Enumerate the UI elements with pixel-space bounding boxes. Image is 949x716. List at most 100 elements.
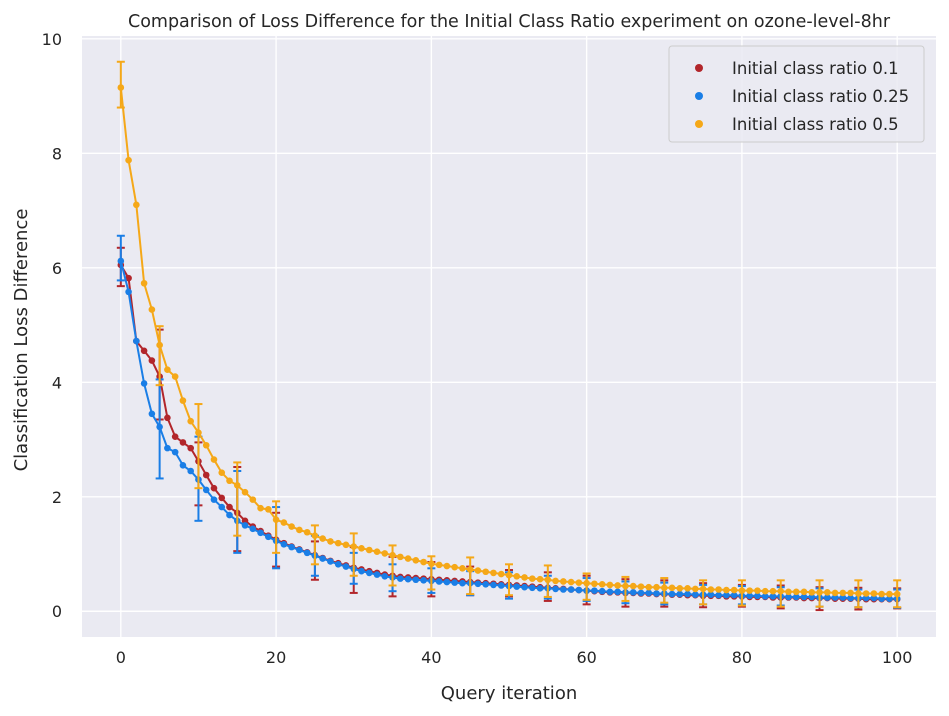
error-bar [155,325,164,387]
error-bar [349,532,358,577]
data-point [451,579,458,586]
data-point [280,519,288,526]
tick-labels: 0 20 40 60 80 100 0 2 4 6 8 10 [42,30,913,667]
data-point [490,569,497,577]
data-point [226,503,233,511]
data-point [303,549,311,557]
data-point [412,557,420,564]
data-point [754,587,761,594]
data-point [334,539,342,547]
legend-label: Initial class ratio 0.25 [732,87,909,106]
data-point [311,532,319,539]
data-point [552,577,559,585]
data-point [412,576,420,584]
data-point [350,543,358,550]
data-point [629,582,637,590]
data-point [746,592,753,600]
data-point [792,588,800,596]
data-point [397,553,404,561]
data-point [428,560,435,568]
data-point [327,558,334,565]
data-point [140,347,148,355]
y-tick-label: 4 [52,373,62,392]
data-point [218,469,226,477]
data-point [660,584,668,592]
data-point [893,590,901,598]
data-point [513,573,521,580]
data-point [552,585,559,593]
data-point [226,477,233,485]
data-point [210,456,218,463]
x-tick-label: 20 [266,648,286,667]
data-point [715,591,722,599]
data-point [746,587,753,594]
y-tick-label: 2 [52,488,62,507]
data-point [521,574,528,581]
x-tick-label: 0 [116,648,126,667]
legend-label: Initial class ratio 0.1 [732,59,899,78]
legend-box [668,45,925,143]
data-point [637,589,645,597]
error-bar [194,403,203,490]
data-point [226,511,233,519]
data-point [862,594,870,602]
data-point [606,581,614,589]
data-point [699,585,707,593]
data-point [125,288,132,296]
y-axis-label: Classification Loss Difference [11,209,32,472]
data-point [808,593,816,601]
data-point [490,581,497,589]
data-point [528,584,536,592]
data-point [583,579,590,587]
data-point [544,576,552,584]
data-point [591,587,598,594]
data-point [684,585,691,592]
data-point [707,591,715,598]
data-point [133,337,140,345]
data-point [257,504,264,512]
data-point [303,528,311,536]
data-point [342,563,350,570]
data-point [140,279,148,287]
error-bar [505,563,513,597]
data-point [497,570,505,578]
data-point [730,586,738,594]
data-point [769,587,777,595]
data-point [521,583,528,591]
data-point [327,538,334,545]
data-point [800,593,808,601]
data-point [249,525,257,533]
data-point [591,580,598,588]
data-point [397,575,404,582]
data-point [435,578,443,585]
chart-title: Comparison of Loss Difference for the In… [128,12,891,32]
data-point [179,439,187,446]
data-point [715,586,722,593]
y-tick-label: 10 [42,30,62,49]
data-point [878,590,885,598]
data-point [676,585,684,592]
data-point [296,546,303,554]
data-point [233,482,241,489]
data-point [707,586,715,593]
data-point [785,588,792,596]
data-point [195,429,202,436]
data-point [645,589,653,597]
data-point [280,540,288,548]
data-point [381,573,389,580]
data-point [179,461,187,469]
data-point [800,588,808,596]
data-point [272,516,280,523]
legend-marker [695,64,703,72]
data-point [164,366,171,373]
data-point [505,571,513,579]
data-point [769,593,777,600]
data-point [451,563,458,571]
data-point [373,548,381,556]
data-point [878,595,885,602]
error-bar [582,572,591,601]
data-point [560,578,567,585]
data-point [513,583,521,590]
data-point [839,589,847,597]
